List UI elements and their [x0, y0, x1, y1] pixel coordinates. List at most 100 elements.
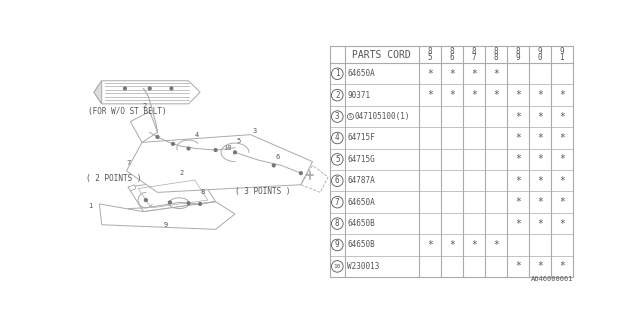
Circle shape [214, 149, 217, 151]
Circle shape [187, 202, 190, 204]
Text: *: * [537, 176, 543, 186]
Polygon shape [128, 177, 216, 212]
Text: *: * [559, 261, 565, 271]
Polygon shape [131, 112, 157, 142]
Text: *: * [559, 133, 565, 143]
Text: 5: 5 [428, 53, 432, 62]
Text: 3: 3 [335, 112, 340, 121]
Text: 1: 1 [559, 53, 564, 62]
Text: 9: 9 [559, 47, 564, 56]
Text: *: * [515, 154, 521, 164]
Text: 3: 3 [252, 128, 256, 134]
Text: 64650A: 64650A [348, 69, 375, 78]
Text: 8: 8 [515, 47, 520, 56]
Circle shape [148, 87, 151, 90]
Text: 1: 1 [88, 203, 92, 209]
Text: 0: 0 [538, 53, 542, 62]
Polygon shape [94, 81, 102, 104]
Text: 10: 10 [223, 145, 232, 151]
Text: 5: 5 [237, 138, 241, 144]
Text: 64650A: 64650A [348, 198, 375, 207]
Text: *: * [515, 133, 521, 143]
Text: 047105100(1): 047105100(1) [355, 112, 410, 121]
Text: 9: 9 [538, 47, 542, 56]
Circle shape [145, 199, 147, 202]
Text: 6: 6 [335, 176, 340, 185]
Text: 1: 1 [335, 69, 340, 78]
Text: 8: 8 [472, 47, 476, 56]
Text: 9: 9 [335, 241, 340, 250]
Circle shape [168, 201, 172, 204]
Text: *: * [515, 219, 521, 228]
Polygon shape [128, 185, 136, 191]
Text: A646000061: A646000061 [531, 276, 573, 282]
Text: 8: 8 [493, 53, 498, 62]
Text: *: * [471, 240, 477, 250]
Text: 7: 7 [127, 160, 131, 166]
Circle shape [156, 136, 159, 138]
Text: 64650B: 64650B [348, 219, 375, 228]
Text: *: * [515, 112, 521, 122]
Text: *: * [449, 240, 454, 250]
Text: *: * [515, 90, 521, 100]
Text: *: * [493, 90, 499, 100]
Text: *: * [493, 69, 499, 79]
Circle shape [170, 87, 173, 90]
Text: *: * [537, 261, 543, 271]
Circle shape [199, 203, 202, 205]
Text: *: * [427, 240, 433, 250]
Circle shape [300, 172, 302, 174]
Text: 7: 7 [472, 53, 476, 62]
Text: *: * [559, 154, 565, 164]
Text: *: * [471, 90, 477, 100]
Text: PARTS CORD: PARTS CORD [353, 50, 412, 60]
Text: S: S [349, 114, 352, 119]
Text: *: * [449, 69, 454, 79]
Text: *: * [427, 90, 433, 100]
Text: *: * [471, 69, 477, 79]
Text: *: * [515, 176, 521, 186]
Circle shape [273, 164, 275, 167]
Text: ( 2 POINTS ): ( 2 POINTS ) [86, 174, 141, 183]
Text: *: * [537, 112, 543, 122]
Text: *: * [515, 197, 521, 207]
Text: 64787A: 64787A [348, 176, 375, 185]
Text: *: * [537, 133, 543, 143]
Text: ( 3 POINTS ): ( 3 POINTS ) [235, 187, 291, 196]
Text: 2: 2 [335, 91, 340, 100]
Text: 10: 10 [333, 264, 341, 269]
Polygon shape [99, 202, 235, 229]
Text: *: * [515, 261, 521, 271]
Text: 64715G: 64715G [348, 155, 375, 164]
Circle shape [172, 142, 174, 145]
Text: 9: 9 [515, 53, 520, 62]
Polygon shape [127, 135, 312, 192]
Text: 4: 4 [335, 133, 340, 142]
Text: 64715F: 64715F [348, 133, 375, 142]
Text: 9: 9 [164, 222, 168, 228]
Text: 8: 8 [335, 219, 340, 228]
Text: 6: 6 [449, 53, 454, 62]
Text: 8: 8 [428, 47, 432, 56]
Polygon shape [94, 81, 200, 104]
Text: *: * [427, 69, 433, 79]
Text: 2: 2 [142, 103, 147, 109]
Text: *: * [537, 90, 543, 100]
Text: 8: 8 [493, 47, 498, 56]
Text: 7: 7 [335, 198, 340, 207]
Text: 8: 8 [449, 47, 454, 56]
Circle shape [234, 151, 236, 154]
Text: 6: 6 [275, 154, 280, 160]
Bar [330, 46, 573, 277]
Circle shape [124, 87, 126, 90]
Text: *: * [559, 219, 565, 228]
Text: *: * [537, 219, 543, 228]
Text: *: * [559, 176, 565, 186]
Text: *: * [537, 197, 543, 207]
Text: 64650B: 64650B [348, 241, 375, 250]
Text: *: * [559, 197, 565, 207]
Text: W230013: W230013 [348, 262, 380, 271]
Text: (FOR W/O ST BELT): (FOR W/O ST BELT) [88, 107, 166, 116]
Text: 8: 8 [200, 189, 204, 195]
Text: *: * [559, 90, 565, 100]
